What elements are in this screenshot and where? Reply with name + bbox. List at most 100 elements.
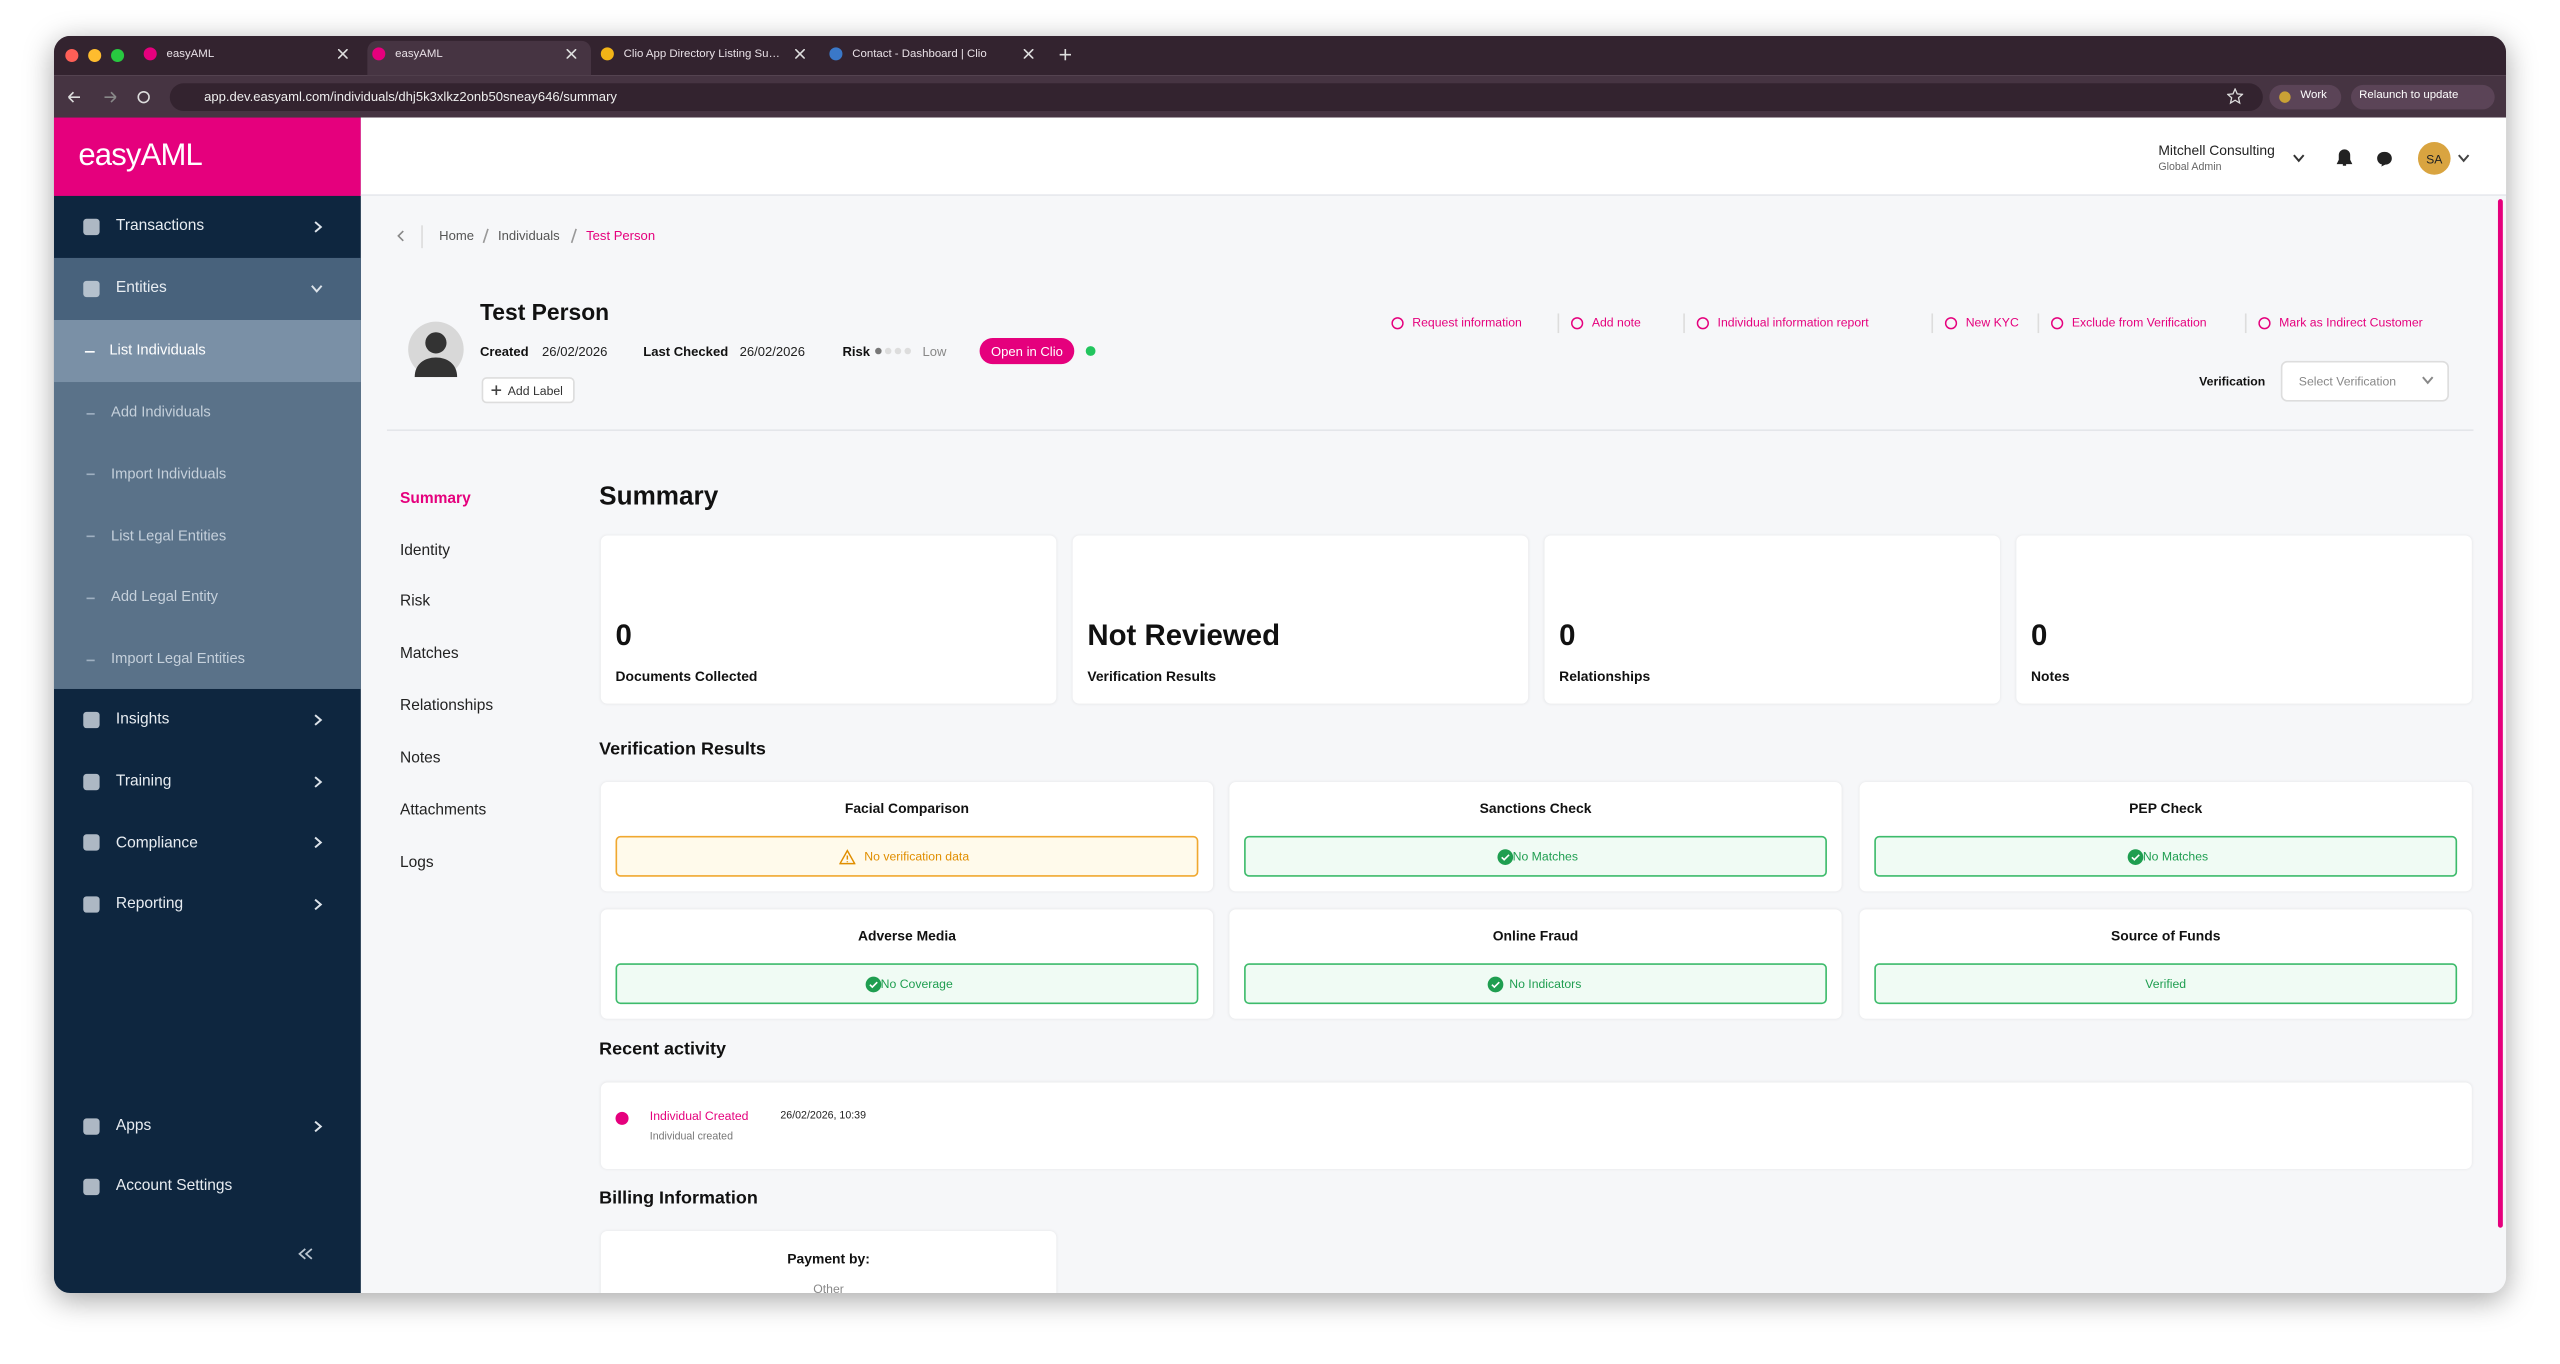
breadcrumb-item[interactable]: Home: [439, 228, 475, 244]
profile-name: Test Person: [479, 299, 610, 326]
menu-icon: [83, 1178, 100, 1196]
status-icon: [865, 975, 882, 992]
submenu-label: Add Legal Entity: [111, 588, 219, 605]
section-nav-item[interactable]: Attachments: [399, 801, 487, 820]
menu-icon: [83, 218, 100, 236]
check-status-text: No Indicators: [1509, 976, 1582, 992]
submenu-dash: [86, 412, 95, 415]
activity-dot: [615, 1111, 629, 1125]
summary-card: [600, 535, 1057, 704]
breadcrumb-item[interactable]: Individuals: [497, 228, 560, 244]
status-icon: [2127, 848, 2144, 865]
summary-card: [1544, 535, 2000, 704]
plus-icon: [491, 385, 502, 396]
action-separator: [1683, 313, 1685, 334]
tab-favicon: [143, 47, 157, 61]
chevron-icon: [311, 285, 323, 293]
submenu-label: Add Individuals: [111, 403, 211, 420]
relaunch-label: Relaunch to update: [2359, 90, 2459, 102]
submenu-dash: [86, 597, 95, 599]
avatar-initials: SA: [2426, 151, 2443, 167]
section-nav-item[interactable]: Matches: [399, 645, 459, 664]
entities-active: [53, 257, 361, 320]
relaunch-button[interactable]: [2351, 84, 2495, 110]
organisation: Mitchell Consulting: [2158, 141, 2275, 158]
avatar: [2417, 142, 2451, 175]
section-nav-item[interactable]: Relationships: [399, 697, 494, 716]
tab-title: Contact - Dashboard | Clio: [852, 48, 987, 60]
submenu-dash: [86, 474, 95, 476]
window-control[interactable]: [88, 48, 102, 63]
check-status-text: Verified: [2145, 976, 2187, 992]
tab[interactable]: [367, 40, 592, 76]
summary-label: Documents Collected: [615, 667, 758, 684]
payment-label: Payment by:: [787, 1250, 870, 1267]
section-nav-item[interactable]: Logs: [399, 853, 434, 872]
submenu-item[interactable]: [54, 320, 361, 382]
check-status-text: No Coverage: [880, 976, 953, 992]
add-label-text: Add Label: [507, 383, 563, 399]
breadcrumb-slash: [570, 228, 577, 244]
risk-dot: [894, 347, 902, 355]
payment-value: Other: [813, 1282, 844, 1294]
created-date: 26/02/2026: [542, 343, 608, 359]
status-dot: [1085, 346, 1096, 356]
tab-close: [795, 48, 805, 59]
section-title: Summary: [599, 483, 719, 512]
url-field: [169, 83, 2263, 112]
action-link[interactable]: Add note: [1591, 315, 1641, 331]
breadcrumb-item: Test Person: [586, 228, 656, 244]
menu-icon: [83, 711, 100, 729]
browser-window: easyAML easyAML Clio App Directory Listing…: [53, 35, 2507, 1294]
clio-button[interactable]: [979, 337, 1075, 365]
action-link[interactable]: Exclude from Verification: [2071, 315, 2207, 331]
menu-label: Entities: [115, 279, 167, 298]
check-status: [1244, 963, 1827, 1005]
summary-card: [1072, 535, 1529, 704]
action-link[interactable]: Individual information report: [1717, 315, 1869, 331]
action-separator: [2244, 313, 2247, 334]
tab-favicon: [600, 47, 614, 61]
section-nav-item[interactable]: Summary: [399, 489, 471, 508]
chat-icon: [2377, 151, 2392, 167]
action-link[interactable]: New KYC: [1965, 315, 2019, 331]
collapse-sidebar: [298, 1248, 313, 1260]
window-control[interactable]: [111, 48, 125, 63]
summary-value: 0: [1559, 619, 1576, 652]
check-title: Facial Comparison: [844, 800, 970, 817]
action-separator: [2037, 313, 2040, 334]
tab-close: [566, 48, 577, 59]
check-status-text: No verification data: [864, 849, 970, 865]
verification-select[interactable]: [2280, 360, 2449, 402]
risk-dot: [875, 347, 882, 355]
activity-title[interactable]: Individual Created: [649, 1109, 749, 1124]
section-nav-item[interactable]: Identity: [399, 541, 451, 560]
section-nav-item[interactable]: Risk: [399, 593, 431, 612]
action-icon: [1571, 317, 1584, 330]
risk-dot: [884, 347, 892, 355]
profile-label: Work: [2300, 90, 2327, 102]
check-title: Adverse Media: [857, 927, 956, 945]
chevron-icon: [2458, 154, 2470, 163]
chevron-icon: [314, 837, 323, 849]
breadcrumb-slash: [482, 228, 489, 244]
activity-date: 26/02/2026, 10:39: [780, 1110, 866, 1122]
tab-favicon: [372, 47, 386, 61]
menu-label: Compliance: [115, 833, 198, 852]
logo-area: [53, 117, 361, 196]
window-control[interactable]: [65, 48, 79, 63]
summary-value: 0: [2031, 619, 2048, 652]
created-label: Created: [479, 343, 529, 359]
menu-label: Training: [115, 771, 172, 790]
check-status: [1874, 835, 2458, 877]
check-status-text: No Matches: [2142, 849, 2209, 865]
section-nav-item[interactable]: Notes: [399, 749, 441, 768]
action-link[interactable]: Mark as Indirect Customer: [2279, 315, 2423, 331]
tab-favicon: [829, 47, 843, 61]
scrollbar: [2497, 199, 2503, 1228]
menu-icon: [83, 834, 100, 852]
menu-icon: [83, 896, 100, 913]
menu-label: Reporting: [115, 895, 184, 913]
action-link[interactable]: Request information: [1412, 315, 1522, 331]
